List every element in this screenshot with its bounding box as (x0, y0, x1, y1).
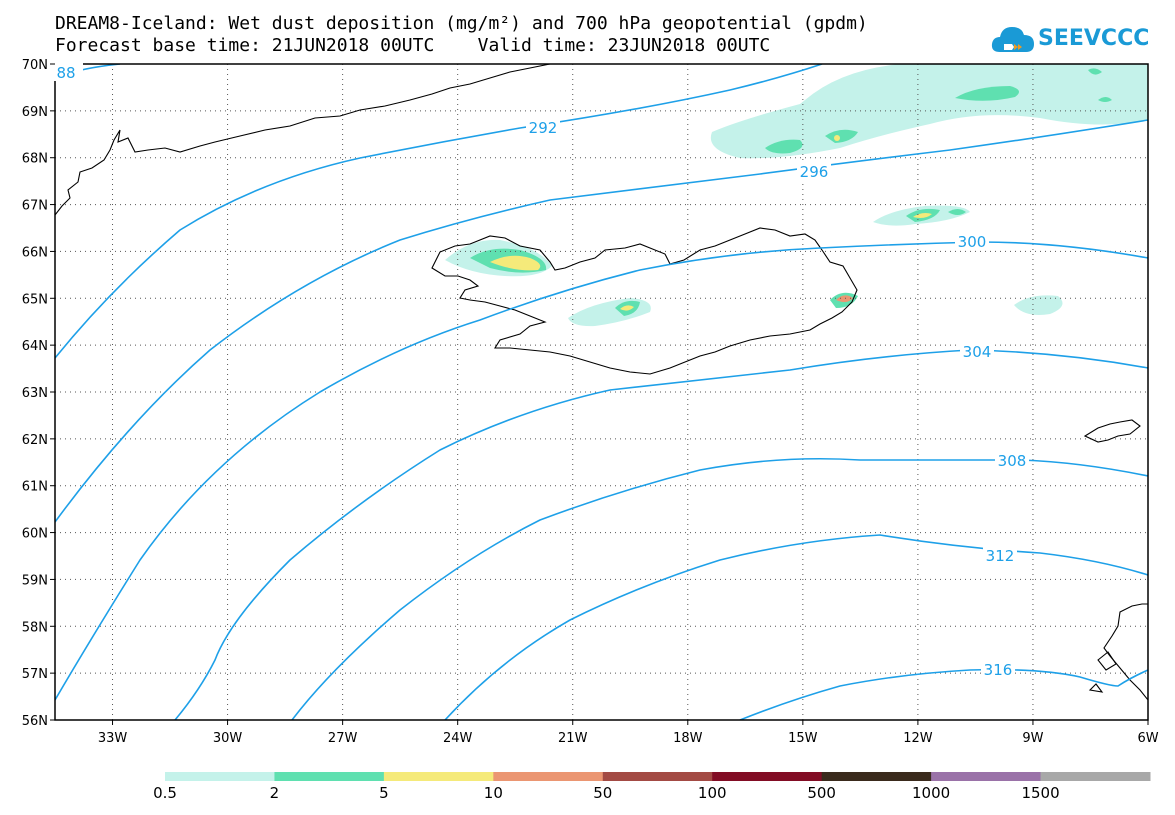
forecast-times: Forecast base time: 21JUN2018 00UTC Vali… (55, 35, 771, 56)
lat-label: 68N (22, 152, 48, 167)
contour-label-bg (797, 162, 831, 180)
legend-swatch (274, 772, 385, 781)
seevccc-logo: SEEVCCC (990, 22, 1160, 58)
legend-swatch (821, 772, 932, 781)
contour-labels: 88 292 296 300 304 308 312 316 (49, 63, 1029, 679)
lon-label: 18W (673, 731, 703, 746)
contour-label-bg (526, 118, 560, 136)
lon-label: 24W (443, 731, 473, 746)
contour-label: 292 (529, 119, 558, 137)
geopotential-contours (55, 64, 1148, 720)
legend-swatch (383, 772, 494, 781)
lat-label: 63N (22, 386, 48, 401)
legend-swatch (493, 772, 604, 781)
contour-label-bg (995, 451, 1029, 469)
lon-label: 33W (98, 731, 128, 746)
legend-label: 0.5 (153, 784, 177, 802)
lat-label: 56N (22, 714, 48, 729)
lat-label: 65N (22, 292, 48, 307)
lat-label: 61N (22, 480, 48, 495)
map-title: DREAM8-Iceland: Wet dust deposition (mg/… (55, 13, 868, 34)
logo-text: SEEVCCC (1038, 26, 1150, 51)
legend-swatch (602, 772, 713, 781)
contour-label-bg (960, 342, 994, 360)
contour-label: 308 (998, 452, 1027, 470)
dust-deposition-shading (445, 64, 1148, 327)
legend-colorbar (165, 772, 1151, 781)
lat-label: 67N (22, 199, 48, 214)
contour-label: 296 (800, 163, 829, 181)
legend-label: 5 (379, 784, 389, 802)
coastlines (55, 64, 1148, 701)
contour-label: 88 (56, 64, 75, 82)
cloud-logo-icon (991, 27, 1034, 52)
lon-label: 27W (328, 731, 358, 746)
contour-label-bg (981, 660, 1015, 678)
lat-label: 70N (22, 58, 48, 73)
lon-label: 12W (903, 731, 933, 746)
contour-label: 316 (984, 661, 1013, 679)
lat-label: 59N (22, 573, 48, 588)
contour-label-bg (955, 232, 989, 250)
lat-label: 60N (22, 527, 48, 542)
legend-swatch (931, 772, 1042, 781)
lat-label: 64N (22, 339, 48, 354)
lon-label: 30W (213, 731, 243, 746)
legend-label: 10 (483, 784, 503, 802)
contour-label: 300 (958, 233, 987, 251)
legend-swatch (712, 772, 823, 781)
legend-label: 2 (269, 784, 280, 802)
contour-label-bg (49, 63, 83, 81)
legend-label: 500 (807, 784, 836, 802)
lat-label: 58N (22, 620, 48, 635)
contour-label-bg (983, 546, 1017, 564)
lon-label: 21W (558, 731, 588, 746)
legend-label: 50 (593, 784, 613, 802)
contour-label: 304 (963, 343, 992, 361)
lat-label: 62N (22, 433, 48, 448)
legend-swatch (165, 772, 275, 781)
lon-label: 9W (1022, 731, 1043, 746)
contour-label: 312 (986, 547, 1015, 565)
legend-label: 1500 (1021, 784, 1060, 802)
legend-label: 1000 (912, 784, 951, 802)
legend-swatch (1040, 772, 1151, 781)
lon-label: 6W (1137, 731, 1158, 746)
legend-label: 100 (697, 784, 727, 802)
lon-label: 15W (788, 731, 818, 746)
lat-label: 66N (22, 245, 48, 260)
lat-label: 57N (22, 667, 48, 682)
lat-label: 69N (22, 105, 48, 120)
axis-labels: 56N 57N 58N 59N 60N 61N 62N 63N 64N 65N 66N 67N 68N 6… (22, 58, 1159, 746)
